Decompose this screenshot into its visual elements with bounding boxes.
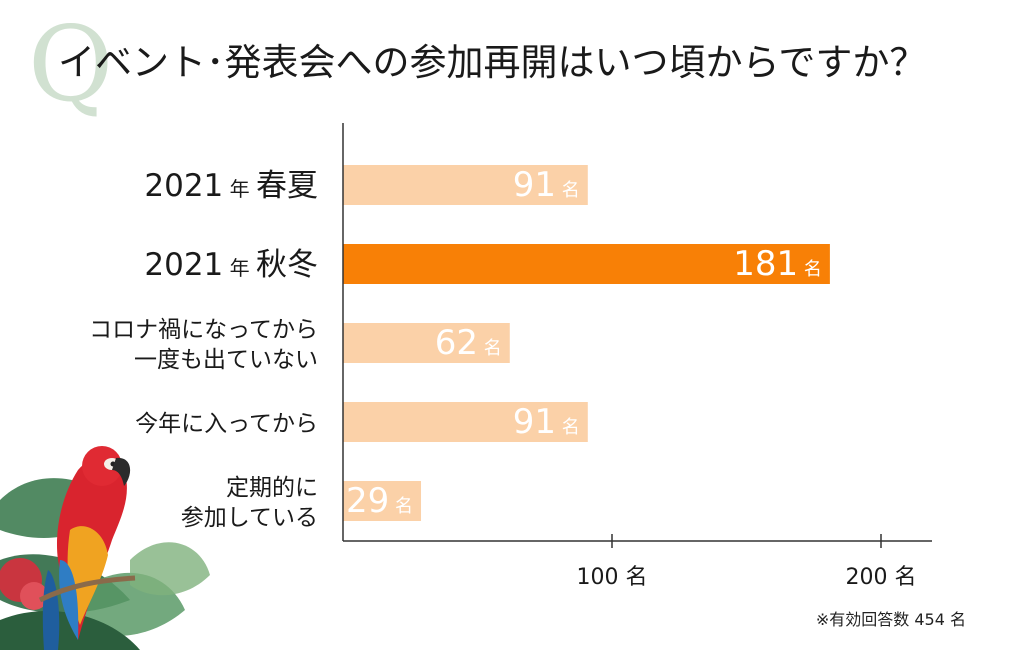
category-label-2-line-1: 一度も出ていない	[134, 347, 318, 373]
bar-4	[343, 481, 422, 521]
bar-value-label-0: 91 名	[513, 165, 580, 205]
category-label-3-line-0: 今年に入ってから	[135, 411, 318, 437]
category-label-2-line-0: コロナ禍になってから	[89, 317, 318, 343]
bar-value-label-3: 91 名	[513, 402, 580, 442]
category-labels-layer: 2021 年 春夏 2021 年 秋冬コロナ禍になってから一度も出ていない今年に入…	[89, 168, 318, 531]
bar-3	[343, 402, 588, 442]
x-tick-label-1: 200 名	[846, 565, 917, 590]
respondent-note: ※有効回答数 454 名	[815, 610, 966, 629]
axes-layer: 100 名 200 名	[342, 123, 932, 590]
category-label-0: 2021 年 春夏	[144, 168, 318, 204]
x-tick-label-0: 100 名	[577, 565, 648, 590]
q-mark-decoration: Q	[28, 3, 114, 125]
chart-title: イベント･発表会への参加再開はいつ頃からですか？	[58, 41, 927, 84]
category-label-1: 2021 年 秋冬	[144, 247, 318, 283]
bar-2	[343, 323, 510, 363]
bars-layer: 91 名 181 名 62 名 91 名 29 名	[343, 165, 830, 521]
bar-value-label-4: 29 名	[346, 481, 413, 521]
category-label-4-line-1: 参加している	[181, 505, 318, 531]
category-label-4-line-0: 定期的に	[226, 475, 318, 501]
bar-value-label-1: 181 名	[733, 244, 822, 284]
parrot-illustration	[0, 446, 210, 650]
bar-1	[343, 244, 830, 284]
bar-value-label-2: 62 名	[435, 323, 502, 363]
bar-0	[343, 165, 588, 205]
